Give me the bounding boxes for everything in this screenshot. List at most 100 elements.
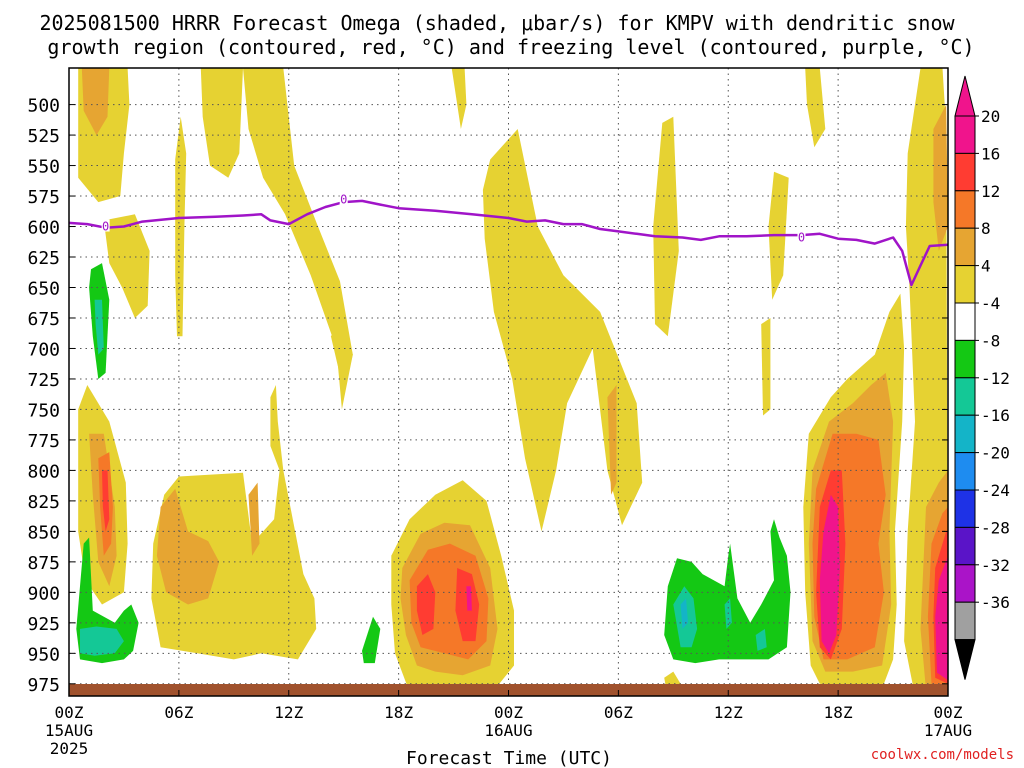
freezing-level-label-bg [339,192,348,205]
x-tick-label: 06Z [164,703,193,722]
omega-region-12 [761,318,771,416]
freezing-level-layer: 0 0 0 [68,192,949,287]
y-tick-label: 750 [27,400,60,421]
x-tick-date: 15AUG [45,721,93,740]
x-tick-label: 12Z [274,703,303,722]
colorbar-swatch [954,564,976,603]
x-tick-label: 18Z [384,703,413,722]
omega-region-13 [805,68,826,148]
colorbar-swatch [954,265,976,304]
x-tick-label: 18Z [824,703,853,722]
colorbar-swatch [954,377,976,416]
chart-title-line1: 2025081500 HRRR Forecast Omega (shaded, … [39,11,955,35]
colorbar-swatch [954,115,976,154]
colorbar-tick-label: -36 [981,593,1010,612]
y-axis: 500 525 550 575 600 625 650 675 700 725 750 775 800 8… [27,96,948,696]
chart-title-line2: growth region (contoured, red, °C) and f… [47,35,974,59]
colorbar-tick-label: -16 [981,406,1010,425]
colorbar-tick-label: -28 [981,518,1010,537]
colorbar-swatch [954,302,976,341]
omega-region-36 [755,628,767,651]
colorbar-swatch [954,601,976,641]
x-tick-label: 00Z [494,703,523,722]
colorbar-tick-label: 12 [981,182,1000,201]
omega-region-2 [103,214,150,318]
colorbar-tick-label: -20 [981,444,1010,463]
y-tick-label: 850 [27,522,60,543]
colorbar-tick-label: -24 [981,481,1010,500]
y-tick-label: 975 [27,675,60,696]
omega-region-25 [362,616,381,664]
colorbar-tick-label: -12 [981,369,1010,388]
y-tick-label: 600 [27,218,60,239]
y-tick-label: 875 [27,553,60,574]
x-axis-title: Forecast Time (UTC) [406,748,612,768]
y-tick-label: 800 [27,461,60,482]
colorbar-swatch [954,227,976,267]
omega-region-1 [81,68,110,136]
colorbar-swatch [954,152,976,192]
freezing-level-label-bg [797,230,806,243]
colorbar-tick-label: 4 [981,257,991,276]
omega-region-4 [200,68,243,178]
omega-region-24 [80,626,124,656]
colorbar-swatch [954,526,976,566]
omega-region-44 [933,104,948,251]
freezing-level-label: 0 [340,193,347,207]
y-tick-label: 650 [27,278,60,299]
x-tick-label: 06Z [604,703,633,722]
omega-region-8 [482,129,643,532]
colorbar-swatch [954,190,976,229]
watermark: coolwx.com/models [871,747,1014,763]
omega-region-22 [94,299,104,355]
omega-region-15 [156,488,220,605]
omega-region-31 [466,586,472,611]
x-tick-date: 17AUG [924,721,972,740]
x-tick-label: 00Z [934,703,963,722]
omega-region-9 [607,385,617,495]
omega-region-6 [330,318,353,392]
omega-shaded-layer [76,68,948,696]
omega-region-34 [680,598,688,629]
y-tick-label: 575 [27,187,60,208]
y-tick-label: 675 [27,309,60,330]
y-tick-label: 625 [27,248,60,269]
x-tick-date: 16AUG [484,721,532,740]
y-tick-label: 775 [27,431,60,452]
colorbar-tick-label: 8 [981,219,991,238]
colorbar-swatch [954,452,976,491]
omega-region-7 [451,68,467,129]
colorbar-bottom-arrow [954,639,976,680]
colorbar-swatch [954,414,976,454]
y-tick-label: 825 [27,492,60,513]
y-tick-label: 500 [27,96,60,117]
x-tick-label: 00Z [55,703,84,722]
colorbar-tick-label: -32 [981,556,1010,575]
grid-layer [69,68,948,696]
omega-region-29 [416,574,436,635]
freezing-level-label: 0 [102,220,109,234]
omega-region-20 [102,470,110,532]
omega-region-3 [175,116,187,337]
y-tick-label: 725 [27,370,60,391]
y-tick-label: 550 [27,157,60,178]
omega-region-5 [243,68,353,410]
colorbar: 20 16 12 8 4 -4 -8 -12 -16 -20 -24 -28 -32 -36 [954,75,1010,680]
freezing-level-label: 0 [798,230,805,244]
colorbar-tick-label: 20 [981,107,1000,126]
omega-region-42 [819,494,840,654]
y-tick-label: 950 [27,644,60,665]
freezing-level-label-bg [101,219,110,232]
y-tick-label: 900 [27,583,60,604]
y-tick-label: 700 [27,339,60,360]
colorbar-swatch [954,339,976,379]
x-tick-year: 2025 [50,739,89,758]
y-tick-label: 925 [27,614,60,635]
colorbar-swatch [954,489,976,528]
y-tick-label: 525 [27,126,60,147]
omega-region-10 [653,116,679,337]
omega-region-37 [664,671,681,688]
